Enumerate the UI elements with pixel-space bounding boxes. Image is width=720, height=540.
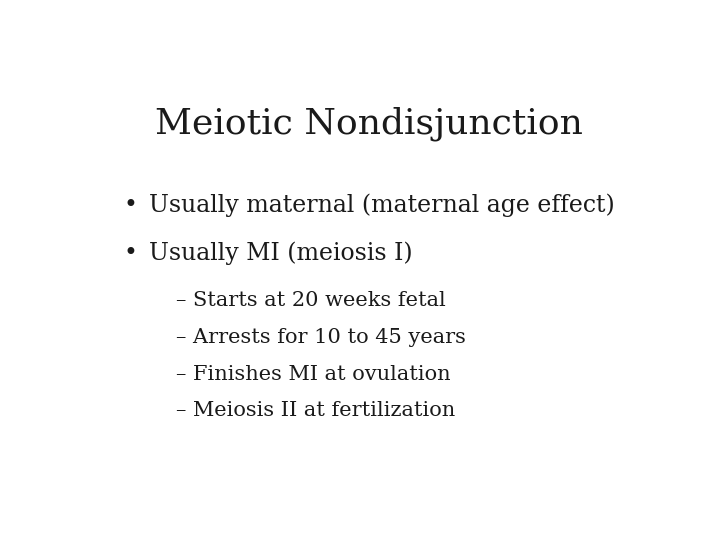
Text: – Arrests for 10 to 45 years: – Arrests for 10 to 45 years xyxy=(176,328,467,347)
Text: Meiotic Nondisjunction: Meiotic Nondisjunction xyxy=(155,106,583,141)
Text: – Meiosis II at fertilization: – Meiosis II at fertilization xyxy=(176,401,456,420)
Text: •: • xyxy=(124,241,138,265)
Text: Usually MI (meiosis I): Usually MI (meiosis I) xyxy=(148,241,413,265)
Text: – Starts at 20 weeks fetal: – Starts at 20 weeks fetal xyxy=(176,292,446,310)
Text: Usually maternal (maternal age effect): Usually maternal (maternal age effect) xyxy=(148,194,614,217)
Text: – Finishes MI at ovulation: – Finishes MI at ovulation xyxy=(176,364,451,383)
Text: •: • xyxy=(124,194,138,217)
